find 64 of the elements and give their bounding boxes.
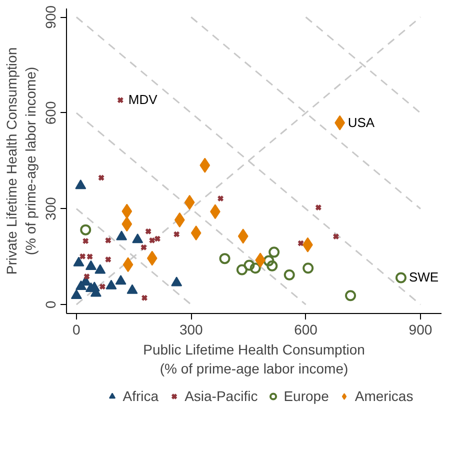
- x-tick-label: 300: [179, 322, 204, 338]
- point: [122, 216, 132, 232]
- point: [94, 264, 106, 274]
- point: [85, 260, 96, 270]
- point: [122, 204, 132, 219]
- point: [315, 204, 322, 211]
- point: [73, 256, 84, 266]
- point: [99, 283, 106, 290]
- point: [244, 260, 255, 271]
- point: [122, 257, 134, 272]
- point: [219, 253, 230, 264]
- y-tick-label: 900: [42, 5, 58, 29]
- annotation: SWE: [408, 270, 439, 285]
- point: [70, 289, 82, 299]
- point: [132, 233, 144, 244]
- point: [297, 240, 304, 247]
- point: [266, 260, 278, 272]
- point: [345, 290, 356, 302]
- point: [140, 244, 148, 251]
- x-tick-label: 600: [294, 322, 318, 338]
- point: [302, 262, 314, 274]
- point: [395, 272, 406, 284]
- point: [144, 228, 152, 235]
- point: [284, 269, 295, 280]
- point: [82, 238, 89, 244]
- x-tick-label: 900: [408, 322, 432, 338]
- annotation: USA: [348, 114, 375, 130]
- point: [75, 179, 86, 190]
- point: [104, 236, 112, 244]
- point: [263, 255, 274, 266]
- point: [115, 274, 126, 285]
- legend-label: Europe: [284, 388, 329, 404]
- point: [190, 226, 202, 241]
- annotation: MDV: [128, 92, 158, 108]
- point: [83, 273, 90, 280]
- point: [171, 276, 182, 286]
- point: [117, 96, 124, 104]
- point: [80, 224, 92, 236]
- point: [238, 228, 248, 244]
- point: [268, 246, 280, 258]
- point: [98, 174, 105, 182]
- x-axis-title: Public Lifetime Health Consumption (% of prime-age labor income): [143, 342, 365, 377]
- point: [106, 280, 117, 290]
- point: [146, 250, 158, 266]
- y-tick-label: 600: [42, 101, 58, 125]
- point: [184, 194, 195, 210]
- legend-label: Americas: [354, 388, 414, 404]
- point: [332, 233, 340, 240]
- y-tick-label: 0: [42, 300, 58, 308]
- x-tick-label: 0: [72, 322, 81, 338]
- point: [116, 230, 128, 240]
- point: [141, 294, 148, 302]
- y-axis-title: Private Lifetime Health Consumption (% of prime-age labor income): [3, 47, 38, 275]
- point: [217, 195, 224, 202]
- point: [250, 262, 261, 274]
- legend-label: Africa: [122, 388, 159, 404]
- point: [126, 284, 138, 294]
- point: [104, 256, 112, 263]
- point: [173, 230, 180, 238]
- point: [200, 158, 210, 173]
- point: [236, 264, 248, 276]
- legend-label: Asia-Pacific: [184, 388, 258, 404]
- point: [174, 212, 185, 228]
- y-tick-label: 300: [42, 196, 58, 220]
